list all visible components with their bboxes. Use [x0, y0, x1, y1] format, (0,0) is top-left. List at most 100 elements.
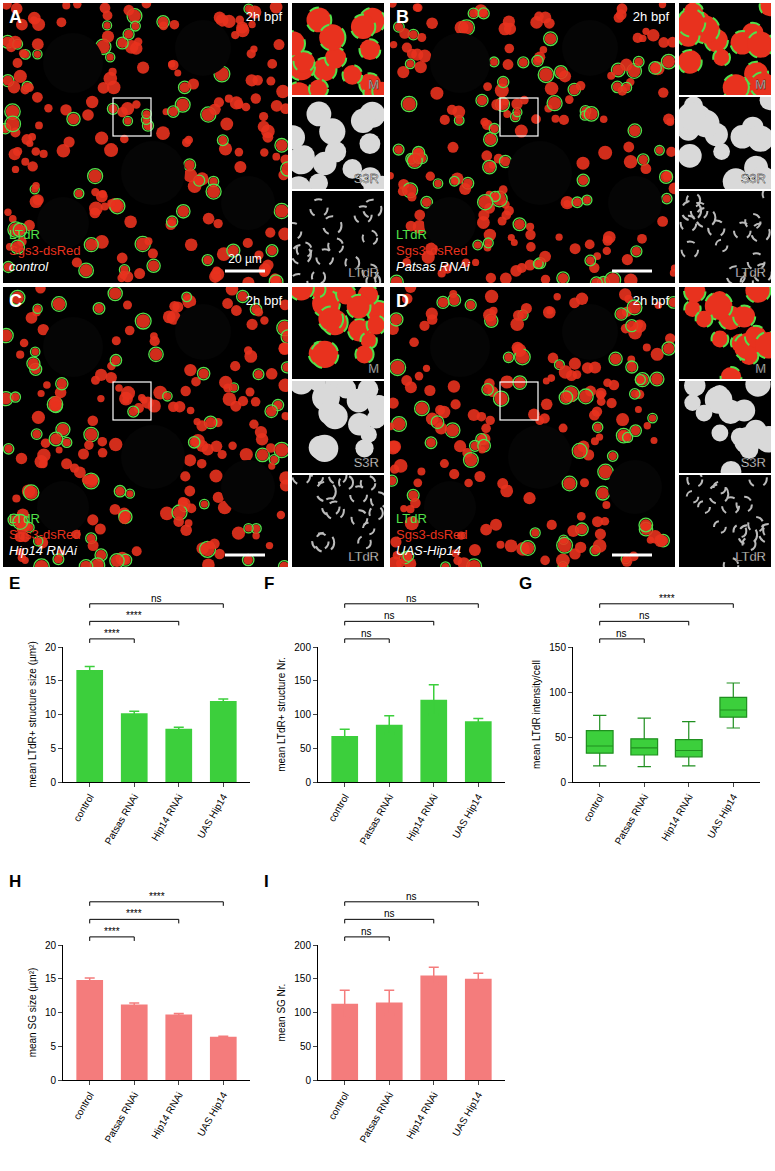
svg-text:Sgs3-dsRed: Sgs3-dsRed [396, 527, 468, 542]
svg-text:A: A [9, 7, 22, 27]
svg-text:2h bpf: 2h bpf [633, 9, 670, 24]
svg-text:control: control [9, 259, 49, 274]
svg-text:B: B [396, 7, 409, 27]
svg-text:2h bpf: 2h bpf [246, 9, 283, 24]
svg-text:150: 150 [294, 675, 311, 686]
svg-text:Patsas RNAi: Patsas RNAi [357, 1090, 395, 1145]
svg-text:mean SG Nr.: mean SG Nr. [276, 984, 287, 1042]
svg-text:****: **** [126, 610, 142, 621]
svg-text:2h bpf: 2h bpf [246, 293, 283, 308]
svg-text:M: M [755, 361, 766, 376]
svg-text:****: **** [149, 891, 165, 902]
svg-text:Hip14 RNAi: Hip14 RNAi [659, 792, 695, 843]
svg-text:Sgs3-dsRed: Sgs3-dsRed [9, 243, 81, 258]
svg-text:mean SG size (µm²): mean SG size (µm²) [27, 968, 38, 1058]
svg-text:Hip14 RNAi: Hip14 RNAi [404, 1090, 440, 1141]
svg-text:ns: ns [639, 610, 650, 621]
svg-text:UAS Hip14: UAS Hip14 [450, 1090, 484, 1139]
svg-text:0: 0 [305, 777, 311, 788]
svg-text:LTdR: LTdR [348, 265, 379, 280]
svg-text:LTdR: LTdR [9, 227, 40, 242]
svg-text:M: M [368, 77, 379, 92]
html-text:E: E [9, 574, 21, 593]
svg-text:ns: ns [361, 628, 372, 639]
svg-text:LTdR: LTdR [396, 227, 427, 242]
svg-text:LTdR: LTdR [9, 511, 40, 526]
svg-text:5: 5 [50, 743, 56, 754]
svg-text:****: **** [126, 908, 142, 919]
svg-text:Patsas RNAi: Patsas RNAi [102, 1090, 140, 1145]
svg-text:100: 100 [294, 709, 311, 720]
svg-text:M: M [755, 77, 766, 92]
svg-text:****: **** [104, 926, 120, 937]
svg-text:20: 20 [45, 642, 57, 653]
svg-text:ns: ns [406, 593, 417, 604]
svg-text:100: 100 [294, 1007, 311, 1018]
svg-text:ns: ns [406, 891, 417, 902]
svg-text:LTdR: LTdR [735, 265, 766, 280]
svg-text:control: control [71, 1090, 96, 1121]
svg-text:LTdR: LTdR [735, 549, 766, 564]
svg-text:200: 200 [294, 642, 311, 653]
svg-text:Patsas RNAi: Patsas RNAi [612, 792, 650, 847]
svg-text:10: 10 [45, 1007, 57, 1018]
svg-text:50: 50 [300, 1041, 312, 1052]
svg-text:ns: ns [384, 610, 395, 621]
svg-text:UAS-Hip14: UAS-Hip14 [396, 543, 461, 558]
svg-text:****: **** [104, 628, 120, 639]
html-text:H: H [9, 872, 22, 891]
svg-text:S3R: S3R [354, 455, 379, 470]
svg-text:LTdR: LTdR [396, 511, 427, 526]
svg-text:mean LTdR intensity/cell: mean LTdR intensity/cell [531, 660, 542, 769]
svg-text:20: 20 [45, 940, 57, 951]
svg-text:Patsas RNAi: Patsas RNAi [102, 792, 140, 847]
svg-text:Hip14 RNAi: Hip14 RNAi [9, 543, 78, 558]
svg-text:2h bpf: 2h bpf [633, 293, 670, 308]
svg-text:control: control [581, 792, 606, 823]
svg-text:ns: ns [384, 908, 395, 919]
svg-text:150: 150 [549, 642, 566, 653]
svg-text:control: control [71, 792, 96, 823]
svg-text:S3R: S3R [354, 171, 379, 186]
svg-text:Hip14 RNAi: Hip14 RNAi [149, 1090, 185, 1141]
svg-text:0: 0 [50, 777, 56, 788]
svg-text:M: M [368, 361, 379, 376]
svg-text:200: 200 [294, 940, 311, 951]
svg-text:0: 0 [305, 1075, 311, 1086]
svg-text:****: **** [659, 593, 675, 604]
html-text:G: G [519, 574, 533, 593]
svg-text:0: 0 [560, 777, 566, 788]
svg-text:Patsas RNAi: Patsas RNAi [396, 259, 471, 274]
svg-text:0: 0 [50, 1075, 56, 1086]
svg-text:5: 5 [50, 1041, 56, 1052]
svg-text:Hip14 RNAi: Hip14 RNAi [149, 792, 185, 843]
svg-text:ns: ns [361, 926, 372, 937]
svg-text:50: 50 [300, 743, 312, 754]
svg-text:50: 50 [555, 732, 567, 743]
svg-text:control: control [326, 1090, 351, 1121]
svg-text:control: control [326, 792, 351, 823]
svg-text:C: C [9, 291, 22, 311]
svg-text:ns: ns [616, 628, 627, 639]
svg-text:150: 150 [294, 973, 311, 984]
svg-text:10: 10 [45, 709, 57, 720]
svg-text:15: 15 [45, 973, 57, 984]
svg-text:100: 100 [549, 687, 566, 698]
svg-text:LTdR: LTdR [348, 549, 379, 564]
svg-text:D: D [396, 291, 409, 311]
svg-text:UAS Hip14: UAS Hip14 [195, 792, 229, 841]
svg-text:Hip14 RNAi: Hip14 RNAi [404, 792, 440, 843]
svg-text:S3R: S3R [741, 455, 766, 470]
svg-text:20 µm: 20 µm [228, 252, 262, 266]
svg-text:ns: ns [151, 593, 162, 604]
svg-text:mean LTdR+ structure Nr.: mean LTdR+ structure Nr. [276, 657, 287, 772]
svg-text:S3R: S3R [741, 171, 766, 186]
svg-text:15: 15 [45, 675, 57, 686]
svg-text:UAS Hip14: UAS Hip14 [195, 1090, 229, 1139]
svg-text:UAS Hip14: UAS Hip14 [450, 792, 484, 841]
svg-text:UAS Hip14: UAS Hip14 [705, 792, 739, 841]
svg-text:Sgs3-dsRed: Sgs3-dsRed [396, 243, 468, 258]
svg-text:Patsas RNAi: Patsas RNAi [357, 792, 395, 847]
svg-text:mean LTdR+ structure size (µm²: mean LTdR+ structure size (µm²) [27, 641, 38, 787]
svg-text:Sgs3-dsRed: Sgs3-dsRed [9, 527, 81, 542]
